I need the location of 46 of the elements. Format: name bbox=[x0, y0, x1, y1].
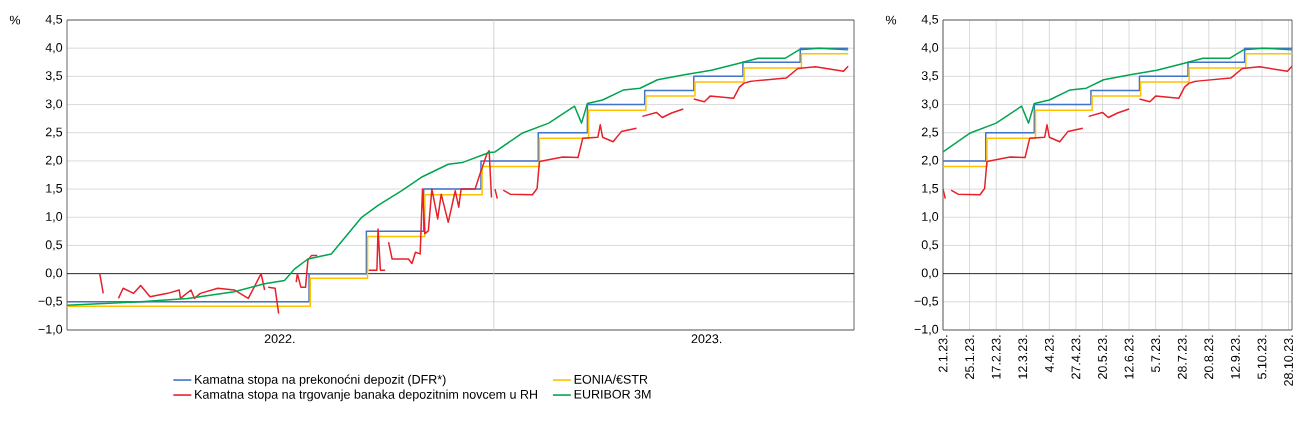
legend-label: EONIA/€STR bbox=[574, 374, 648, 384]
legend-label: EURIBOR 3M bbox=[574, 389, 651, 399]
x-tick-label: 28.10.23. bbox=[1284, 335, 1293, 386]
y-tick-label: 4,5 bbox=[45, 14, 63, 26]
y-tick-label: 3,0 bbox=[45, 99, 63, 110]
y-tick-label: 3,0 bbox=[921, 99, 939, 110]
legend-label: Kamatna stopa na prekonoćni depozit (DFR*) bbox=[195, 374, 446, 387]
y-tick-label: 1,5 bbox=[46, 184, 63, 195]
y-tick-label: 0,5 bbox=[921, 240, 939, 251]
y-tick-label: −0,5 bbox=[38, 296, 63, 307]
y-tick-label: 2,5 bbox=[45, 127, 63, 138]
y-tick-label: −1,0 bbox=[914, 324, 939, 336]
y-tick-label: 4,0 bbox=[921, 43, 939, 54]
x-tick-label: 17.2.23. bbox=[991, 335, 1001, 379]
y-tick-label: 4,5 bbox=[921, 14, 939, 26]
x-tick-label: 5.7.23. bbox=[1151, 335, 1161, 373]
x-tick-label: 27.4.23. bbox=[1071, 335, 1081, 379]
y-tick-label: 3,5 bbox=[921, 71, 939, 82]
y-tick-label: 2,5 bbox=[921, 127, 939, 138]
y-tick-label: 0,0 bbox=[921, 268, 939, 279]
y-axis-title: % bbox=[885, 15, 897, 25]
x-tick-label: 20.8.23. bbox=[1204, 335, 1214, 379]
y-tick-label: −1,0 bbox=[38, 324, 63, 336]
y-tick-label: 0,0 bbox=[45, 268, 63, 279]
y-tick-label: 2,0 bbox=[45, 155, 63, 167]
y-tick-label: −0,5 bbox=[914, 296, 939, 307]
x-tick-label: 2.1.23. bbox=[938, 335, 948, 372]
y-tick-label: 3,5 bbox=[45, 71, 63, 82]
y-tick-label: 1,0 bbox=[46, 212, 63, 223]
x-tick-label: 5.10.23. bbox=[1257, 335, 1267, 380]
x-tick-label: 12.6.23. bbox=[1124, 335, 1134, 379]
x-tick-label: 12.9.23. bbox=[1230, 335, 1240, 379]
x-tick-label: 2022. bbox=[264, 334, 295, 344]
y-tick-label: 1,0 bbox=[922, 212, 939, 223]
y-tick-label: 4,0 bbox=[45, 43, 63, 54]
x-tick-label: 25.1.23. bbox=[965, 335, 975, 379]
x-tick-label: 28.7.23. bbox=[1177, 335, 1187, 379]
y-tick-label: 1,5 bbox=[922, 184, 939, 195]
y-tick-label: 0,5 bbox=[45, 240, 63, 251]
x-tick-label: 2023. bbox=[691, 334, 722, 344]
x-tick-label: 12.3.23. bbox=[1018, 335, 1028, 379]
y-tick-label: 2,0 bbox=[921, 155, 939, 167]
y-axis-title: % bbox=[9, 15, 21, 25]
legend-label: Kamatna stopa na trgovanje banaka depozitnim novcem u RH bbox=[195, 389, 537, 402]
x-tick-label: 4.4.23. bbox=[1044, 335, 1054, 373]
x-tick-label: 20.5.23. bbox=[1098, 335, 1107, 379]
